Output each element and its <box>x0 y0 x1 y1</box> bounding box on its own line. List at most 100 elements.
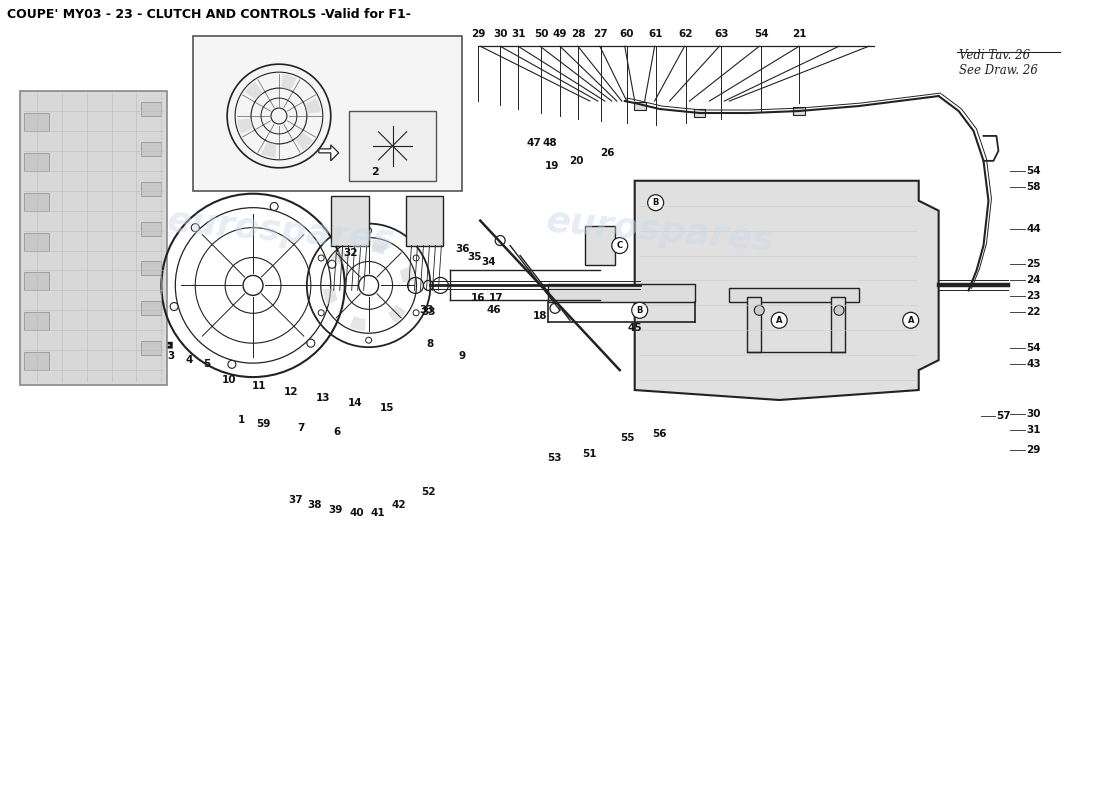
Text: 37: 37 <box>288 494 304 505</box>
Bar <box>142 342 162 355</box>
Text: 8: 8 <box>427 339 434 349</box>
Bar <box>194 36 462 190</box>
Bar <box>142 262 162 275</box>
Polygon shape <box>319 145 339 161</box>
Bar <box>634 102 646 110</box>
Text: 15: 15 <box>379 403 394 413</box>
Text: 14: 14 <box>348 398 362 408</box>
Text: A: A <box>776 316 782 325</box>
Wedge shape <box>323 288 338 305</box>
Circle shape <box>307 339 315 347</box>
Text: B: B <box>637 306 642 315</box>
Text: 26: 26 <box>601 148 615 158</box>
Text: 54: 54 <box>1026 343 1041 353</box>
Text: 33: 33 <box>421 307 436 318</box>
Text: Vedi Tav. 26: Vedi Tav. 26 <box>958 50 1030 62</box>
Text: C: C <box>617 241 623 250</box>
Text: 16: 16 <box>471 294 485 303</box>
Text: 28: 28 <box>571 30 585 39</box>
Circle shape <box>365 338 372 343</box>
Bar <box>585 226 615 266</box>
Text: 62: 62 <box>679 30 693 39</box>
Text: eurospares: eurospares <box>166 204 396 258</box>
Circle shape <box>834 306 844 315</box>
Circle shape <box>328 260 336 268</box>
Text: 23: 23 <box>1026 291 1041 302</box>
Circle shape <box>365 228 372 234</box>
Text: 29: 29 <box>1026 445 1041 455</box>
Text: 19: 19 <box>544 161 559 171</box>
Bar <box>142 142 162 156</box>
Polygon shape <box>57 335 172 355</box>
Circle shape <box>755 306 764 315</box>
Bar <box>142 222 162 235</box>
Circle shape <box>414 310 419 316</box>
Text: 51: 51 <box>583 449 597 459</box>
Bar <box>20 91 167 385</box>
Text: 46: 46 <box>487 306 502 315</box>
Text: B: B <box>652 198 659 207</box>
Bar <box>406 196 443 246</box>
Text: 29: 29 <box>471 30 485 39</box>
Text: 13: 13 <box>316 393 330 403</box>
Text: 35: 35 <box>468 251 482 262</box>
Text: 43: 43 <box>1026 359 1041 369</box>
Text: 41: 41 <box>371 508 385 518</box>
Bar <box>24 153 48 170</box>
Text: 32: 32 <box>343 247 358 258</box>
Text: 17: 17 <box>488 294 504 303</box>
Text: 12: 12 <box>284 387 298 397</box>
Text: 18: 18 <box>532 311 548 322</box>
Bar <box>693 109 705 117</box>
Circle shape <box>550 303 560 314</box>
Text: 27: 27 <box>594 30 608 39</box>
Text: 6: 6 <box>333 427 340 437</box>
Wedge shape <box>388 305 406 323</box>
Wedge shape <box>295 132 313 150</box>
Bar <box>24 352 48 370</box>
Text: 7: 7 <box>297 423 305 433</box>
Text: 1: 1 <box>238 415 244 425</box>
Text: 57: 57 <box>997 411 1011 421</box>
Text: 2: 2 <box>371 166 378 177</box>
Text: 34: 34 <box>481 258 495 267</box>
Text: 38: 38 <box>308 500 322 510</box>
Text: 30: 30 <box>493 30 507 39</box>
Text: 11: 11 <box>252 381 266 391</box>
Wedge shape <box>331 248 349 266</box>
Text: 10: 10 <box>222 375 236 385</box>
Wedge shape <box>350 316 365 331</box>
Bar <box>830 298 845 352</box>
Circle shape <box>612 238 628 254</box>
Circle shape <box>191 224 199 232</box>
Text: 5: 5 <box>204 359 211 369</box>
Text: eurospares: eurospares <box>544 204 776 258</box>
Text: 9: 9 <box>459 351 466 361</box>
Circle shape <box>648 194 663 210</box>
Text: 54: 54 <box>1026 166 1041 176</box>
Circle shape <box>631 302 648 318</box>
Text: COUPE' MY03 - 23 - CLUTCH AND CONTROLS -Valid for F1-: COUPE' MY03 - 23 - CLUTCH AND CONTROLS -… <box>7 8 410 22</box>
Text: 48: 48 <box>542 138 558 148</box>
Bar <box>24 193 48 210</box>
Text: 31: 31 <box>1026 425 1041 435</box>
Bar <box>24 233 48 250</box>
Bar <box>24 113 48 131</box>
Text: 31: 31 <box>510 30 526 39</box>
Circle shape <box>318 255 324 261</box>
Bar <box>729 288 859 302</box>
Text: 58: 58 <box>1026 182 1041 192</box>
Text: 45: 45 <box>627 323 642 334</box>
Text: 20: 20 <box>569 156 583 166</box>
Bar <box>548 285 695 302</box>
Wedge shape <box>399 266 415 282</box>
Text: 24: 24 <box>1026 275 1041 286</box>
Text: 50: 50 <box>534 30 548 39</box>
Text: 54: 54 <box>754 30 769 39</box>
Text: 39: 39 <box>329 505 343 514</box>
Text: 30: 30 <box>1026 409 1041 419</box>
Bar <box>349 111 437 181</box>
Wedge shape <box>305 98 320 114</box>
Circle shape <box>318 310 324 316</box>
Text: 36: 36 <box>455 243 470 254</box>
